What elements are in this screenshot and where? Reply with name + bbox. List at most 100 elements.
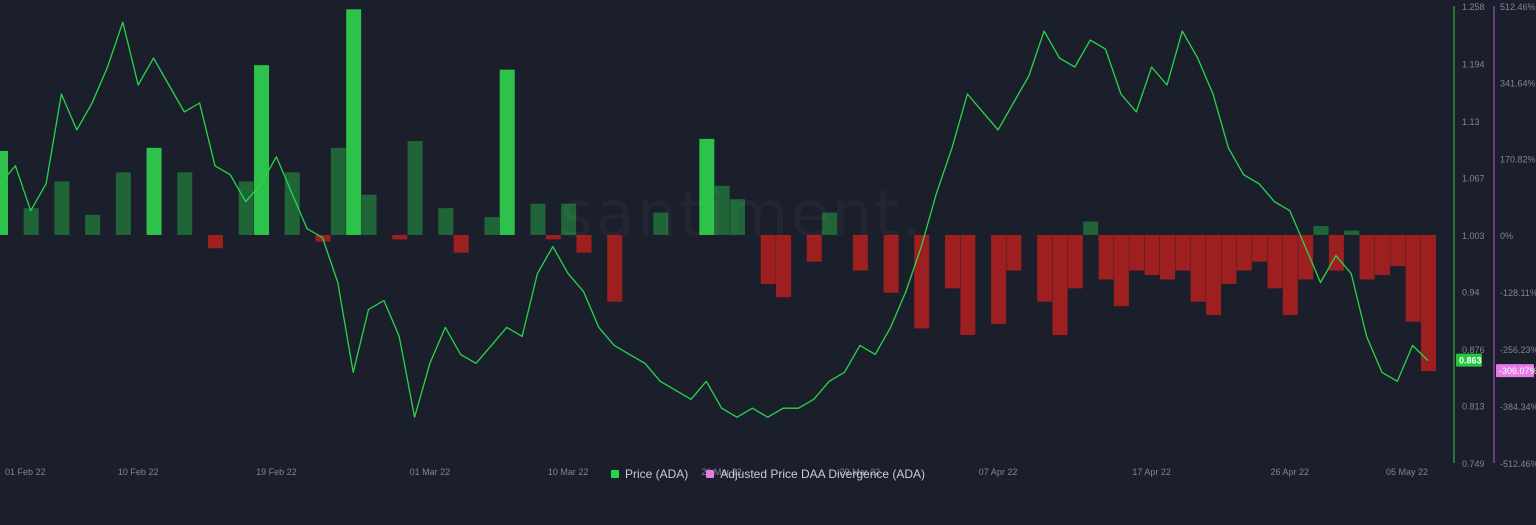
price-tick-label: 1.003: [1462, 231, 1485, 241]
divergence-bar: [1037, 234, 1053, 302]
x-tick-label: 29 Mar 22: [840, 467, 881, 477]
divergence-bar: [991, 234, 1007, 324]
divergence-bar: [361, 194, 377, 235]
divergence-bar: [852, 234, 868, 271]
divergence-bar: [822, 212, 838, 235]
divergence-bar: [54, 181, 70, 235]
legend-item-divergence[interactable]: Adjusted Price DAA Divergence (ADA): [706, 467, 925, 481]
divergence-bar: [1221, 234, 1237, 284]
divergence-current-label: -306.07%: [1499, 366, 1536, 376]
divergence-bar: [1359, 234, 1375, 280]
divergence-bar: [714, 185, 730, 235]
price-tick-label: 1.194: [1462, 59, 1485, 69]
divergence-bar: [0, 150, 8, 235]
x-tick-label: 01 Mar 22: [410, 467, 451, 477]
divergence-bar: [146, 147, 162, 235]
divergence-bar: [914, 234, 930, 329]
divergence-bar: [653, 212, 669, 235]
divergence-bar: [330, 147, 346, 235]
legend-item-price[interactable]: Price (ADA): [610, 467, 689, 481]
divergence-bar: [1298, 234, 1314, 280]
price-tick-label: 0.749: [1462, 459, 1485, 469]
legend-swatch-divergence: [706, 470, 715, 478]
divergence-bar: [346, 9, 362, 235]
x-tick-label: 05 May 22: [1386, 467, 1428, 477]
divergence-bar: [115, 172, 131, 235]
divergence-tick-label: 170.82%: [1500, 155, 1536, 165]
price-tick-label: 0.94: [1462, 288, 1480, 298]
divergence-bar: [499, 69, 515, 235]
divergence-bar: [238, 181, 254, 235]
x-tick-label: 17 Apr 22: [1132, 467, 1171, 477]
divergence-bar: [607, 234, 623, 302]
divergence-bar: [1390, 234, 1406, 267]
divergence-bar: [284, 172, 300, 235]
divergence-bar: [1067, 234, 1083, 289]
divergence-bar: [1159, 234, 1175, 280]
divergence-bar: [883, 234, 899, 293]
divergence-bar: [85, 214, 101, 235]
divergence-bar: [945, 234, 960, 289]
divergence-tick-label: -512.46%: [1500, 459, 1536, 469]
divergence-bar: [484, 217, 500, 235]
divergence-bar: [407, 141, 423, 235]
divergence-bar: [576, 234, 592, 253]
divergence-bar: [392, 234, 408, 240]
divergence-bar: [699, 138, 715, 235]
divergence-bar: [1083, 221, 1099, 235]
divergence-bar: [1144, 234, 1160, 276]
legend: Price (ADA) Adjusted Price DAA Divergenc…: [0, 464, 1536, 484]
price-tick-label: 1.067: [1462, 173, 1485, 183]
divergence-bar: [254, 65, 270, 235]
divergence-tick-label: 341.64%: [1500, 78, 1536, 88]
divergence-bar: [1252, 234, 1268, 262]
x-tick-label: 26 Apr 22: [1271, 467, 1310, 477]
divergence-bar: [1344, 230, 1360, 235]
divergence-tick-label: -384.34%: [1500, 402, 1536, 412]
divergence-current-badge: [1496, 364, 1534, 378]
x-tick-label: 20 Mar 22: [701, 467, 742, 477]
divergence-bar: [1421, 234, 1436, 372]
divergence-tick-label: 512.46%: [1500, 2, 1536, 12]
divergence-bar: [545, 234, 561, 240]
divergence-bar: [960, 234, 976, 336]
legend-swatch-price: [610, 470, 619, 478]
divergence-bar: [1052, 234, 1068, 336]
divergence-bar: [561, 203, 577, 235]
divergence-bar: [1405, 234, 1421, 322]
divergence-bar: [1006, 234, 1022, 271]
x-tick-label: 19 Feb 22: [256, 467, 297, 477]
legend-label-divergence: Adjusted Price DAA Divergence (ADA): [720, 467, 926, 481]
price-tick-label: 1.258: [1462, 2, 1485, 12]
divergence-bar: [530, 203, 546, 235]
divergence-bar: [453, 234, 469, 253]
divergence-bar: [1129, 234, 1145, 271]
price-line: [0, 21, 1429, 418]
divergence-bar: [1374, 234, 1390, 276]
divergence-bar: [1236, 234, 1252, 271]
divergence-bar: [177, 172, 193, 235]
divergence-bar: [23, 208, 39, 235]
price-tick-label: 1.13: [1462, 117, 1480, 127]
divergence-bar: [1206, 234, 1222, 316]
x-tick-label: 10 Feb 22: [118, 467, 159, 477]
divergence-bar: [438, 208, 454, 235]
divergence-bar: [1267, 234, 1283, 289]
divergence-bar: [1190, 234, 1206, 302]
price-tick-label: 0.876: [1462, 345, 1485, 355]
divergence-bar: [1313, 226, 1329, 235]
price-tick-label: 0.813: [1462, 402, 1485, 412]
price-current-label: 0.863: [1459, 356, 1482, 366]
divergence-bar: [1113, 234, 1129, 307]
x-tick-label: 07 Apr 22: [979, 467, 1018, 477]
divergence-bar: [1175, 234, 1191, 271]
divergence-bar: [207, 234, 223, 249]
divergence-bar: [730, 199, 746, 235]
divergence-tick-label: -256.23%: [1500, 345, 1536, 355]
divergence-tick-label: -128.11%: [1500, 288, 1536, 298]
legend-label-price: Price (ADA): [624, 467, 689, 481]
divergence-bar: [1098, 234, 1114, 280]
divergence-tick-label: 0%: [1500, 231, 1513, 241]
